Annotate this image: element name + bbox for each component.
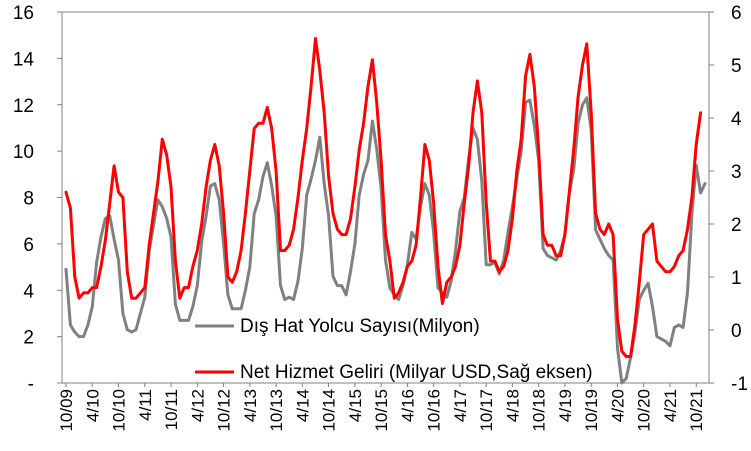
x-axis-tick-label: 4/18 [503, 389, 522, 422]
x-axis-tick-label: 10/09 [57, 389, 76, 432]
left-axis-tick-label: 8 [23, 189, 34, 210]
x-axis: 10/09 4/10 10/10 4/11 10/11 4/12 10/12 4/13 10/1… [57, 383, 706, 432]
left-axis-tick-label: - [28, 374, 34, 395]
right-axis-tick-label: 4 [731, 109, 742, 130]
x-axis-tick-label: 4/12 [188, 389, 207, 422]
left-axis-tick-label: 4 [23, 281, 34, 302]
x-axis-tick-label: 4/15 [346, 389, 365, 422]
right-axis: -1 0 1 2 3 4 5 6 [709, 3, 748, 395]
series-layer [64, 37, 707, 385]
left-axis-tick-label: 14 [13, 49, 35, 70]
right-axis-tick-label: 0 [731, 321, 742, 342]
x-axis-tick-label: 10/15 [372, 389, 391, 432]
series-line-passengers [64, 96, 707, 385]
x-axis-tick-label: 4/21 [661, 389, 680, 422]
x-axis-tick-label: 10/10 [110, 389, 129, 432]
legend-label-net-services: Net Hizmet Geliri (Milyar USD,Sağ eksen) [240, 362, 593, 383]
x-axis-tick-label: 10/14 [320, 389, 339, 432]
x-axis-tick-label: 10/20 [635, 389, 654, 432]
x-axis-tick-label: 4/11 [136, 389, 155, 421]
left-axis-tick-label: 12 [13, 96, 34, 117]
legend: Dış Hat Yolcu Sayısı(Milyon) Net Hizmet … [195, 316, 593, 383]
legend-label-passengers: Dış Hat Yolcu Sayısı(Milyon) [240, 316, 480, 337]
x-axis-tick-label: 4/17 [451, 389, 470, 422]
right-axis-tick-label: 1 [731, 268, 742, 289]
x-axis-tick-label: 4/16 [398, 389, 417, 422]
right-axis-tick-label: 5 [731, 56, 742, 77]
x-axis-tick-label: 4/13 [241, 389, 260, 422]
left-axis-tick-label: 2 [23, 328, 34, 349]
x-axis-tick-label: 10/16 [425, 389, 444, 432]
x-axis-tick-label: 10/19 [582, 389, 601, 432]
x-axis-tick-label: 10/21 [687, 389, 706, 432]
left-axis-tick-label: 10 [13, 142, 34, 163]
series-line-net-services [64, 37, 703, 358]
x-axis-tick-label: 10/17 [477, 389, 496, 432]
x-axis-tick-label: 10/18 [530, 389, 549, 432]
right-axis-tick-label: 6 [731, 3, 742, 24]
x-axis-tick-label: 4/10 [83, 389, 102, 422]
right-axis-tick-label: -1 [731, 374, 748, 395]
x-axis-tick-label: 4/14 [293, 389, 312, 422]
x-axis-tick-label: 10/12 [215, 389, 234, 432]
x-axis-tick-label: 4/20 [608, 389, 627, 422]
left-axis-tick-label: 16 [13, 3, 34, 24]
x-axis-tick-label: 10/13 [267, 389, 286, 432]
left-axis-tick-label: 6 [23, 235, 34, 256]
left-axis: - 2 4 6 8 10 12 14 16 [13, 3, 62, 395]
right-axis-tick-label: 3 [731, 162, 742, 183]
right-axis-tick-label: 2 [731, 215, 742, 236]
x-axis-tick-label: 4/19 [556, 389, 575, 422]
x-axis-tick-label: 10/11 [162, 389, 181, 430]
